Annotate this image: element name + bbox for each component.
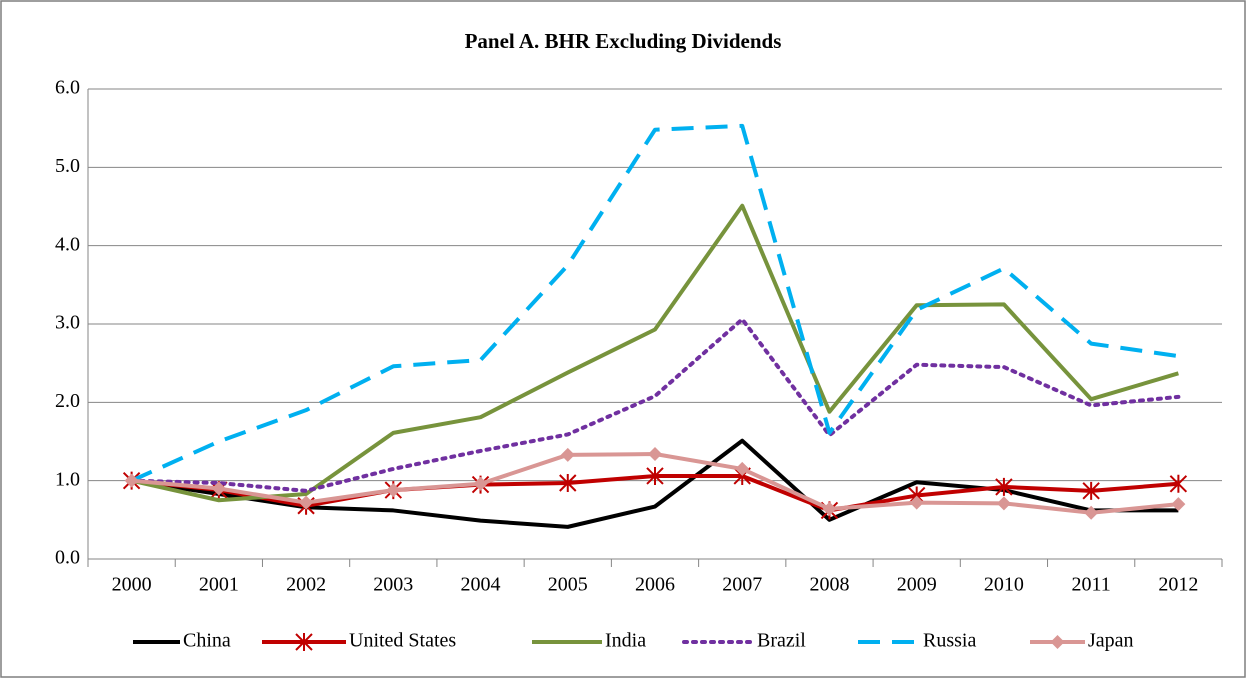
marker: [560, 447, 575, 462]
y-tick-label: 1.0: [55, 468, 80, 490]
x-tick-label: 2008: [809, 574, 849, 596]
y-tick-label: 3.0: [55, 312, 80, 334]
x-tick-label: 2002: [286, 574, 326, 596]
marker: [386, 483, 401, 498]
marker: [909, 495, 924, 510]
marker: [1171, 497, 1186, 512]
x-tick-label: 2005: [548, 574, 588, 596]
y-tick-label: 5.0: [55, 155, 80, 177]
y-tick-label: 6.0: [55, 77, 80, 99]
marker: [648, 447, 662, 462]
y-tick-label: 4.0: [55, 233, 80, 255]
x-tick-label: 2000: [112, 574, 152, 596]
marker: [1084, 505, 1099, 520]
marker: [1082, 481, 1100, 500]
x-tick-label: 2003: [373, 574, 413, 596]
marker: [299, 495, 314, 510]
marker: [646, 466, 664, 485]
marker: [996, 496, 1011, 511]
series-line: [130, 123, 1179, 483]
series-line: [129, 317, 1181, 493]
y-tick-label: 2.0: [55, 390, 80, 412]
marker: [1169, 474, 1188, 493]
x-tick-label: 2001: [199, 574, 239, 596]
legend-label: India: [605, 630, 646, 652]
x-tick-label: 2004: [461, 574, 501, 596]
y-tick-label: 0.0: [55, 547, 80, 569]
legend-label: Brazil: [757, 630, 806, 652]
legend-label: China: [183, 630, 231, 652]
marker: [473, 476, 488, 491]
x-tick-label: 2012: [1158, 574, 1198, 596]
legend-marker: [1050, 635, 1065, 649]
marker: [211, 481, 226, 496]
x-tick-label: 2007: [722, 574, 762, 596]
x-tick-label: 2010: [984, 574, 1024, 596]
x-tick-label: 2009: [897, 574, 937, 596]
marker: [124, 473, 139, 488]
marker: [559, 474, 577, 493]
series-line: [131, 203, 1179, 503]
x-tick-label: 2006: [635, 574, 675, 596]
legend-label: Japan: [1088, 630, 1134, 652]
chart-title: Panel A. BHR Excluding Dividends: [465, 29, 782, 53]
marker: [735, 461, 750, 476]
legend-label: United States: [349, 630, 456, 652]
legend-label: Russia: [923, 630, 976, 652]
x-tick-label: 2011: [1072, 574, 1111, 596]
marker: [995, 477, 1013, 496]
marker: [822, 501, 837, 516]
legend-marker: [295, 633, 313, 651]
